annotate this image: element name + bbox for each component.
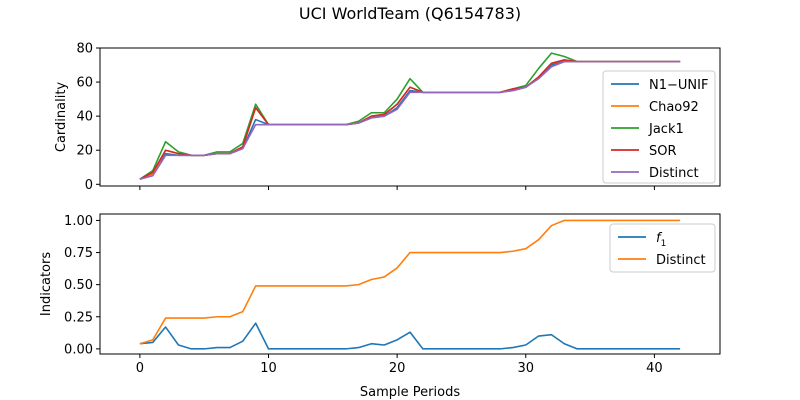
indicators-panel: 0.00 0.25 0.50 0.75 1.00 0 10 20 30 40 Indicators S… — [39, 213, 721, 400]
x-tick-label: 0 — [136, 361, 144, 376]
y-tick-label: 0.25 — [64, 310, 93, 325]
legend-label: Jack1 — [648, 122, 684, 137]
y-tick-label: 1.00 — [64, 214, 93, 229]
series-line-chao92 — [139, 59, 681, 180]
series-line-f1 — [139, 322, 681, 350]
legend-label: Chao92 — [649, 100, 699, 115]
legend-label: SOR — [649, 144, 677, 159]
legend-label-main: f — [656, 231, 663, 246]
legend: N1−UNIF Chao92 Jack1 SOR Distinct — [602, 70, 716, 184]
x-tick-label: 20 — [389, 361, 406, 376]
legend-box — [602, 70, 716, 184]
y-axis-label: Indicators — [39, 252, 54, 316]
axes-frame — [99, 213, 721, 355]
cardinality-panel: 0 20 40 60 80 Cardinality N1−UNIF Chao92 Jack1 SO… — [54, 42, 721, 193]
y-tick-label: 80 — [76, 42, 93, 57]
y-tick-label: 0 — [85, 178, 93, 193]
figure-title: UCI WorldTeam (Q6154783) — [299, 4, 521, 23]
axes-frame — [99, 47, 721, 187]
legend-box — [609, 223, 716, 273]
x-tick-label: 10 — [260, 361, 277, 376]
legend-label-subscript: 1 — [661, 239, 667, 249]
y-tick-label: 60 — [76, 76, 93, 91]
legend-label: Distinct — [649, 166, 699, 181]
y-tick-label: 0.50 — [64, 278, 93, 293]
series-line-sor — [139, 59, 681, 180]
y-axis-label: Cardinality — [54, 82, 69, 153]
series-line-distinct — [139, 60, 681, 180]
x-axis-label: Sample Periods — [360, 385, 460, 400]
y-tick-label: 20 — [76, 144, 93, 159]
series-line-distinct — [139, 219, 681, 345]
legend-label: f1 — [656, 231, 666, 249]
legend: f1 Distinct — [609, 223, 716, 273]
legend-label: Distinct — [656, 253, 706, 268]
legend-label: N1−UNIF — [649, 78, 708, 93]
y-tick-label: 0.75 — [64, 246, 93, 261]
x-tick-label: 40 — [646, 361, 663, 376]
series-line-jack1 — [139, 52, 681, 180]
x-tick-label: 30 — [517, 361, 534, 376]
y-tick-label: 0.00 — [64, 342, 93, 357]
y-tick-label: 40 — [76, 110, 93, 125]
